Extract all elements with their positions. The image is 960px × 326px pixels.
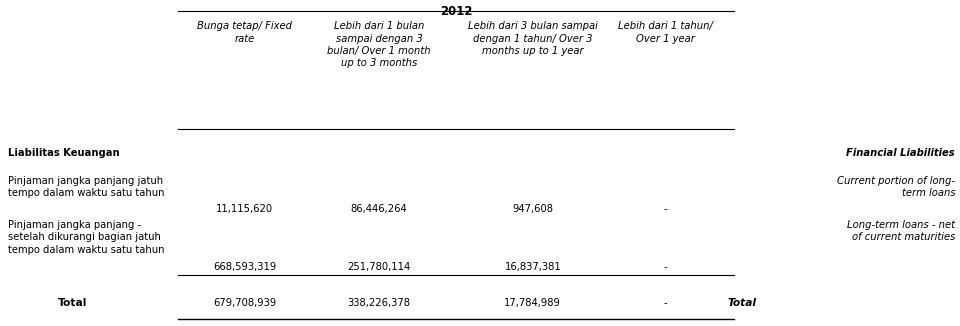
Text: Total: Total — [59, 298, 87, 308]
Text: 86,446,264: 86,446,264 — [350, 204, 408, 214]
Text: -: - — [663, 204, 667, 214]
Text: 251,780,114: 251,780,114 — [348, 262, 411, 273]
Text: 679,708,939: 679,708,939 — [213, 298, 276, 308]
Text: 2012: 2012 — [440, 5, 472, 18]
Text: 11,115,620: 11,115,620 — [216, 204, 274, 214]
Text: Long-term loans - net
of current maturities: Long-term loans - net of current maturit… — [848, 220, 955, 243]
Text: Bunga tetap/ Fixed
rate: Bunga tetap/ Fixed rate — [198, 21, 292, 44]
Text: Financial Liabilities: Financial Liabilities — [847, 148, 955, 158]
Text: 668,593,319: 668,593,319 — [213, 262, 276, 273]
Text: Pinjaman jangka panjang -
setelah dikurangi bagian jatuh
tempo dalam waktu satu : Pinjaman jangka panjang - setelah dikura… — [8, 220, 164, 255]
Text: Lebih dari 1 bulan
sampai dengan 3
bulan/ Over 1 month
up to 3 months: Lebih dari 1 bulan sampai dengan 3 bulan… — [327, 21, 431, 68]
Text: -: - — [663, 262, 667, 273]
Text: Liabilitas Keuangan: Liabilitas Keuangan — [8, 148, 119, 158]
Text: 17,784,989: 17,784,989 — [504, 298, 562, 308]
Text: Lebih dari 1 tahun/
Over 1 year: Lebih dari 1 tahun/ Over 1 year — [618, 21, 712, 44]
Text: 16,837,381: 16,837,381 — [504, 262, 562, 273]
Text: Current portion of long-
term loans: Current portion of long- term loans — [837, 176, 955, 199]
Text: 947,608: 947,608 — [513, 204, 553, 214]
Text: Total: Total — [728, 298, 756, 308]
Text: Pinjaman jangka panjang jatuh
tempo dalam waktu satu tahun: Pinjaman jangka panjang jatuh tempo dala… — [8, 176, 164, 199]
Text: 338,226,378: 338,226,378 — [348, 298, 411, 308]
Text: Lebih dari 3 bulan sampai
dengan 1 tahun/ Over 3
months up to 1 year: Lebih dari 3 bulan sampai dengan 1 tahun… — [468, 21, 598, 56]
Text: -: - — [663, 298, 667, 308]
